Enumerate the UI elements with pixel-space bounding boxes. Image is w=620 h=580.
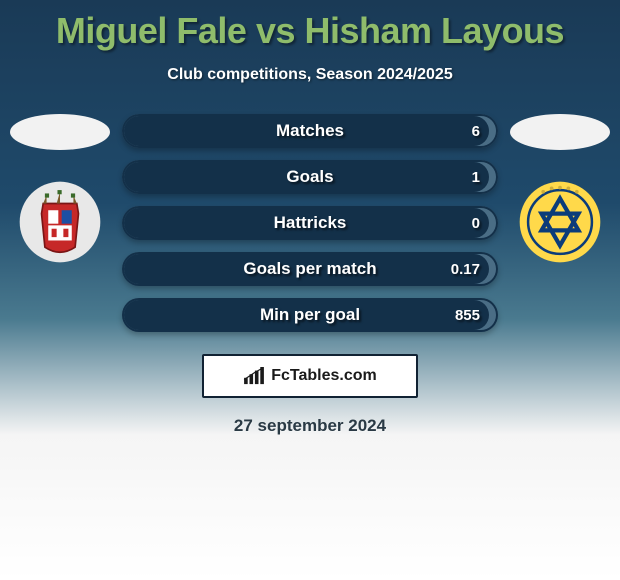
stat-label: Hattricks	[122, 213, 498, 233]
content-row: Matches 6 Goals 1 Hattricks 0 Goals per …	[0, 114, 620, 332]
stat-label: Min per goal	[122, 305, 498, 325]
comparison-infographic: Miguel Fale vs Hisham Layous Club compet…	[0, 0, 620, 580]
player-photo-right	[510, 114, 610, 150]
player-photo-left	[10, 114, 110, 150]
stat-row-gpm: Goals per match 0.17	[122, 252, 498, 286]
branding-text: FcTables.com	[271, 367, 377, 385]
stat-value: 1	[472, 169, 480, 186]
club-logo-right	[518, 180, 602, 264]
stat-value: 6	[472, 123, 480, 140]
stat-label: Goals per match	[122, 259, 498, 279]
stat-label: Goals	[122, 167, 498, 187]
branding-badge: FcTables.com	[202, 354, 418, 398]
braga-badge-icon	[18, 180, 102, 264]
page-title: Miguel Fale vs Hisham Layous	[0, 0, 620, 52]
stat-row-hattricks: Hattricks 0	[122, 206, 498, 240]
stat-label: Matches	[122, 121, 498, 141]
stat-row-goals: Goals 1	[122, 160, 498, 194]
stat-value: 855	[455, 307, 480, 324]
club-logo-left	[18, 180, 102, 264]
stat-row-matches: Matches 6	[122, 114, 498, 148]
bar-chart-icon	[243, 367, 265, 385]
stats-column: Matches 6 Goals 1 Hattricks 0 Goals per …	[110, 114, 510, 332]
left-column	[10, 114, 110, 264]
date-line: 27 september 2024	[0, 416, 620, 436]
stat-value: 0	[472, 215, 480, 232]
stat-value: 0.17	[451, 261, 480, 278]
right-column	[510, 114, 610, 264]
subtitle: Club competitions, Season 2024/2025	[0, 66, 620, 84]
maccabi-badge-icon	[518, 180, 602, 264]
stat-row-mpg: Min per goal 855	[122, 298, 498, 332]
